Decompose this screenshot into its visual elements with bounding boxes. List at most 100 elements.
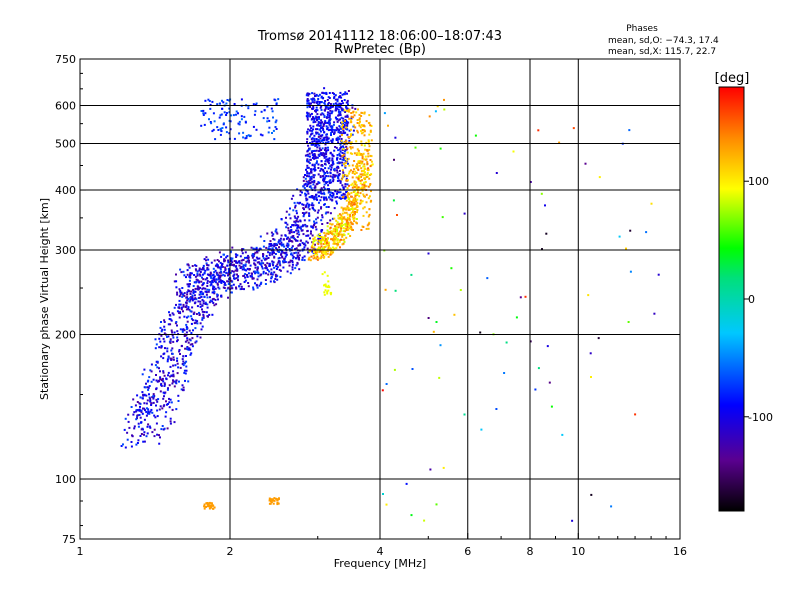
noise-point: [436, 105, 439, 108]
o-mode-point: [244, 273, 247, 276]
o-mode-point: [150, 380, 153, 383]
noise-point: [432, 330, 435, 333]
o-mode-point: [333, 95, 336, 98]
o-mode-point: [324, 149, 326, 152]
o-mode-point: [273, 280, 275, 283]
o-mode-point: [274, 244, 277, 247]
o-mode-point: [184, 306, 187, 308]
o-mode-point: [138, 409, 141, 412]
x-mode-point: [366, 224, 369, 227]
o-mode-point: [310, 177, 313, 180]
o-mode-point: [313, 181, 316, 184]
x-mode-point: [315, 257, 318, 260]
o-mode-point: [220, 113, 223, 116]
x-mode-point: [350, 222, 353, 225]
o-mode-point: [309, 196, 312, 199]
o-mode-point: [211, 281, 214, 284]
x-mode-point: [330, 249, 333, 252]
o-mode-point: [231, 261, 234, 264]
o-mode-point: [163, 328, 166, 331]
x-mode-point: [353, 203, 356, 206]
x-mode-point: [362, 226, 365, 228]
o-mode-point: [331, 139, 334, 142]
o-mode-point: [342, 117, 345, 120]
o-mode-point: [297, 215, 300, 218]
o-mode-point: [166, 360, 169, 363]
o-mode-point: [295, 219, 298, 222]
o-mode-point: [240, 259, 243, 262]
o-mode-point: [178, 310, 181, 313]
o-mode-point: [246, 275, 249, 278]
o-mode-point: [189, 283, 191, 286]
x-mode-point: [330, 230, 333, 233]
o-mode-point: [135, 443, 138, 446]
o-mode-point: [245, 135, 248, 137]
o-mode-point: [296, 226, 299, 229]
noise-point: [628, 129, 631, 132]
o-mode-point: [296, 261, 299, 264]
o-mode-point: [281, 256, 284, 259]
o-mode-point: [167, 356, 170, 359]
x-mode-point: [326, 229, 329, 232]
o-mode-point: [285, 237, 288, 240]
sporadic-point: [326, 290, 329, 293]
o-mode-point: [303, 219, 306, 222]
o-mode-point: [179, 268, 182, 271]
o-mode-point: [295, 224, 298, 227]
o-mode-point: [334, 146, 337, 148]
x-mode-point: [353, 124, 356, 127]
o-mode-point: [329, 198, 332, 201]
o-mode-point: [326, 137, 329, 140]
chart-subtitle: RwPretec (Bp): [334, 42, 426, 57]
o-mode-point: [261, 134, 264, 137]
x-mode-point: [341, 169, 344, 172]
x-mode-point: [360, 201, 363, 204]
x-mode-point: [359, 192, 362, 195]
o-mode-point: [178, 288, 181, 291]
x-mode-point: [353, 173, 356, 175]
o-mode-point: [277, 257, 280, 260]
o-mode-point: [227, 296, 229, 299]
x-mode-point: [363, 165, 366, 168]
o-mode-point: [175, 321, 178, 323]
o-mode-point: [341, 102, 344, 105]
o-mode-point: [342, 146, 345, 149]
o-mode-point: [227, 273, 230, 276]
sporadic-point: [327, 280, 330, 283]
o-mode-point: [332, 123, 335, 126]
o-mode-point: [302, 243, 305, 246]
o-mode-point: [172, 364, 175, 367]
noise-point: [423, 519, 426, 522]
x-mode-point: [354, 165, 357, 168]
o-mode-point: [177, 400, 180, 402]
o-mode-point: [268, 126, 271, 129]
o-mode-point: [318, 140, 321, 143]
noise-point: [393, 158, 395, 161]
o-mode-point: [312, 150, 315, 153]
sporadic-point: [321, 273, 324, 276]
o-mode-point: [315, 228, 318, 231]
x-mode-point: [365, 141, 368, 144]
o-mode-point: [336, 171, 339, 174]
o-mode-point: [183, 329, 186, 332]
o-mode-point: [334, 102, 337, 105]
o-mode-point: [155, 379, 158, 382]
o-mode-point: [295, 257, 298, 260]
o-mode-point: [219, 267, 222, 270]
o-mode-point: [318, 93, 321, 96]
x-mode-point: [363, 170, 365, 172]
o-mode-point: [199, 303, 202, 306]
sporadic-point: [205, 505, 207, 508]
o-mode-point: [340, 155, 343, 158]
o-mode-point: [307, 94, 310, 97]
o-mode-point: [309, 142, 311, 144]
y-tick-label: 75: [62, 533, 76, 546]
o-mode-point: [303, 183, 306, 186]
noise-point: [546, 345, 549, 348]
o-mode-point: [222, 122, 225, 125]
o-mode-point: [290, 252, 293, 255]
o-mode-point: [163, 383, 166, 386]
o-mode-point: [328, 116, 331, 119]
o-mode-point: [327, 175, 330, 178]
o-mode-point: [182, 293, 184, 296]
